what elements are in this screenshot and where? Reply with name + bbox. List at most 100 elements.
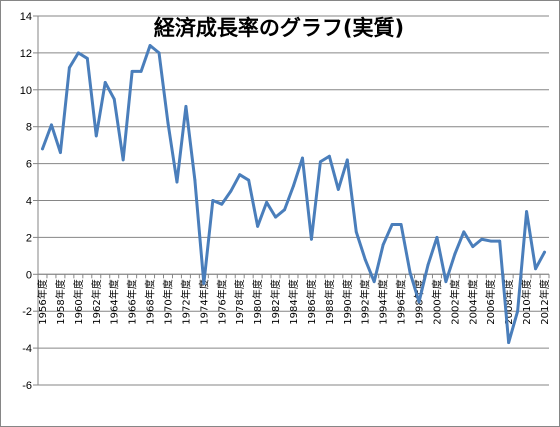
x-tick-label: 1962年度 xyxy=(90,279,103,324)
data-point xyxy=(399,223,403,226)
x-tick-label: 1958年度 xyxy=(54,279,67,324)
data-point xyxy=(211,199,215,202)
data-point xyxy=(372,280,376,284)
data-point xyxy=(417,300,421,304)
y-tick-label: 12 xyxy=(20,48,32,60)
data-point xyxy=(525,210,528,213)
x-tick-label: 2006年度 xyxy=(484,279,497,324)
data-point xyxy=(193,178,197,182)
x-tick-label: 1966年度 xyxy=(126,279,139,324)
data-point xyxy=(76,51,80,55)
data-point xyxy=(274,215,277,219)
data-point xyxy=(489,239,493,243)
x-tick-label: 1974年度 xyxy=(197,279,210,324)
x-tick-label: 1988年度 xyxy=(323,279,336,324)
data-point xyxy=(480,237,484,241)
data-point xyxy=(256,224,260,228)
data-point xyxy=(121,158,125,162)
data-point xyxy=(543,250,546,254)
data-point xyxy=(363,258,367,261)
data-point xyxy=(507,341,511,344)
x-tick-label: 2002年度 xyxy=(448,279,461,324)
y-tick-label: -6 xyxy=(22,380,32,392)
data-point xyxy=(471,245,475,249)
x-tick-label: 1986年度 xyxy=(305,279,318,324)
x-tick-label: 2010年度 xyxy=(520,279,533,324)
axes xyxy=(37,16,549,385)
data-point xyxy=(426,263,430,267)
data-point xyxy=(435,236,439,239)
data-point xyxy=(390,223,394,226)
x-tick-label: 1996年度 xyxy=(395,279,408,324)
y-tick-label: 6 xyxy=(26,159,32,171)
data-point xyxy=(50,123,53,127)
data-point xyxy=(265,200,269,204)
chart-title: 経済成長率のグラフ(実質) xyxy=(154,16,404,40)
data-point xyxy=(462,230,466,234)
data-point xyxy=(229,189,233,193)
data-point xyxy=(166,121,170,125)
x-tick-label: 1968年度 xyxy=(144,279,157,324)
data-point xyxy=(139,69,143,73)
data-point xyxy=(157,51,161,55)
y-tick-label: 2 xyxy=(26,232,32,244)
data-point xyxy=(381,243,385,247)
data-point xyxy=(318,160,322,164)
x-tick-label: 2004年度 xyxy=(466,279,479,324)
x-tick-label: 1956年度 xyxy=(36,279,49,324)
x-tick-label: 1994年度 xyxy=(377,279,390,324)
series-layer xyxy=(40,44,547,345)
x-tick-label: 1990年度 xyxy=(341,279,354,324)
x-tick-label: 1992年度 xyxy=(359,279,372,324)
data-point xyxy=(444,280,448,284)
data-point xyxy=(184,105,188,108)
x-tick-label: 2000年度 xyxy=(430,279,443,324)
x-tick-label: 1976年度 xyxy=(215,279,228,324)
x-tick-label: 1972年度 xyxy=(179,279,192,324)
data-point xyxy=(202,282,206,285)
x-axis-ticks: 1956年度 1958年度 1960年度 1962年度 1964年度 1966年度 1968… xyxy=(36,274,551,325)
data-point xyxy=(67,66,71,70)
data-point xyxy=(345,158,349,162)
y-tick-label: -2 xyxy=(22,306,32,318)
x-tick-label: 2012年度 xyxy=(538,279,551,324)
x-tick-label: 1980年度 xyxy=(251,279,264,324)
x-tick-label: 1960年度 xyxy=(72,279,85,324)
y-tick-label: 8 xyxy=(26,122,32,134)
y-tick-label: 0 xyxy=(26,269,32,281)
data-point xyxy=(94,134,98,138)
data-point xyxy=(175,180,179,184)
data-point xyxy=(220,202,224,206)
x-tick-label: 1982年度 xyxy=(269,279,282,324)
data-point xyxy=(148,44,152,47)
data-point xyxy=(453,252,457,256)
data-point xyxy=(112,97,116,101)
data-point xyxy=(103,81,107,84)
data-point xyxy=(336,188,340,191)
data-point xyxy=(130,69,134,73)
y-tick-label: 14 xyxy=(20,11,32,23)
data-point xyxy=(354,230,358,234)
y-axis-ticks: 14 12 10 8 6 4 2 0 -2 -4 -6 xyxy=(20,11,38,392)
y-tick-label: 10 xyxy=(20,85,32,97)
x-tick-label: 1964年度 xyxy=(108,279,121,324)
data-point xyxy=(238,173,242,177)
data-point xyxy=(85,57,89,60)
x-tick-label: 1984年度 xyxy=(287,279,300,324)
y-tick-label: -4 xyxy=(22,343,32,355)
data-point xyxy=(498,239,502,243)
data-point xyxy=(283,208,286,212)
data-point xyxy=(292,184,295,188)
data-point xyxy=(310,237,313,241)
data-point xyxy=(59,151,62,154)
gridlines xyxy=(38,15,549,386)
data-point xyxy=(516,309,520,313)
x-tick-label: 1970年度 xyxy=(161,279,174,324)
y-tick-label: 4 xyxy=(26,196,32,208)
data-point xyxy=(247,178,251,182)
data-point xyxy=(408,271,412,274)
data-point xyxy=(534,267,537,271)
data-point xyxy=(327,154,331,158)
